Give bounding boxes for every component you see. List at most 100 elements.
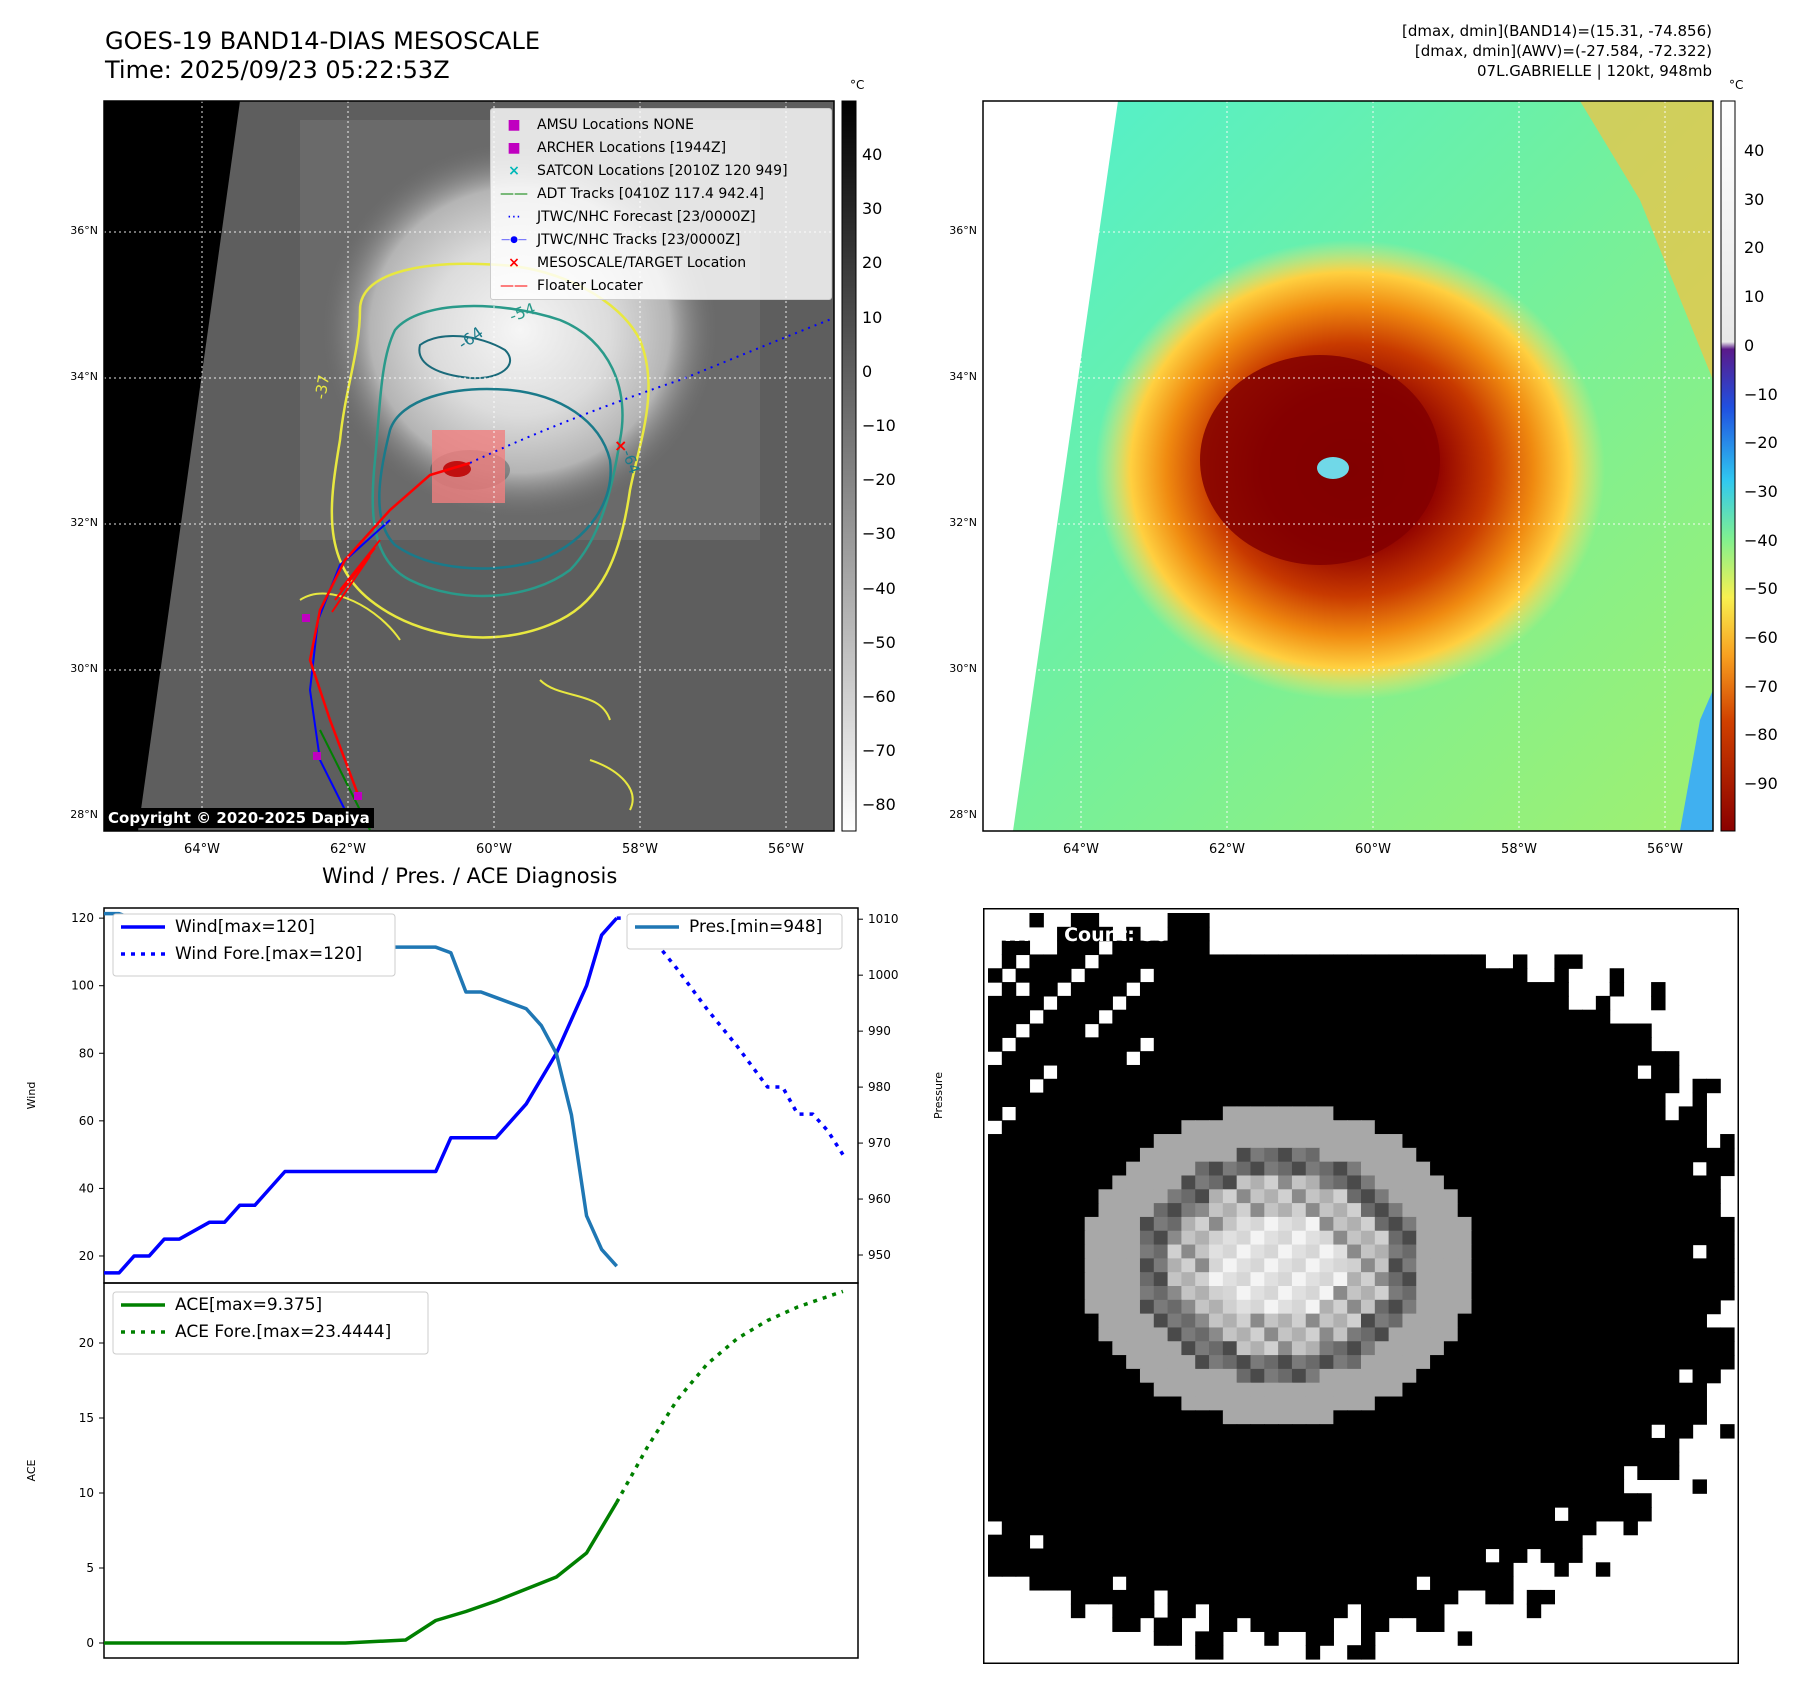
wmg-pixel	[1623, 1258, 1638, 1273]
wmg-pixel	[1015, 1451, 1031, 1467]
wmg-pixel	[1623, 1051, 1638, 1066]
ir-colorbar-tick: −30	[862, 524, 896, 544]
wmg-pixel	[1139, 1230, 1155, 1246]
wmg-pixel	[1250, 1258, 1265, 1273]
wmg-pixel	[1015, 1286, 1031, 1301]
wmg-pixel	[1291, 1244, 1307, 1259]
wmg-pixel	[1471, 1520, 1486, 1536]
wmg-pixel	[1651, 1147, 1666, 1163]
wmg-pixel	[1070, 1355, 1086, 1370]
wmg-pixel	[1139, 1064, 1155, 1080]
wmg-pixel	[1623, 1299, 1638, 1315]
ir-colorbar-tick: −40	[862, 578, 896, 598]
wmg-pixel	[1291, 1023, 1307, 1038]
awv-colorbar-tick: −90	[1744, 774, 1778, 794]
wmg-pixel	[1250, 995, 1265, 1011]
wmg-pixel	[1236, 1009, 1252, 1025]
storm-info: 07L.GABRIELLE | 120kt, 948mb	[1477, 62, 1712, 80]
wmg-pixel	[1499, 1009, 1514, 1025]
wmg-pixel	[1264, 1175, 1279, 1190]
wmg-pixel	[1582, 1134, 1597, 1149]
wmg-pixel	[1098, 1230, 1113, 1246]
wmg-pixel	[1582, 1037, 1597, 1052]
wmg-pixel	[1457, 1507, 1473, 1522]
wmg-pixel	[1195, 1355, 1210, 1370]
wmg-pixel	[1361, 1203, 1376, 1218]
wmg-pixel	[1430, 1451, 1445, 1467]
wmg-pixel	[1209, 1617, 1224, 1632]
wmg-pixel	[1098, 1203, 1113, 1218]
wmg-pixel	[1195, 940, 1210, 956]
wmg-pixel	[1278, 1161, 1293, 1177]
wmg-pixel	[1264, 1603, 1279, 1619]
wmg-pixel	[1457, 1368, 1473, 1384]
wmg-pixel	[1430, 1479, 1445, 1494]
wmg-pixel	[1402, 1244, 1417, 1259]
wmg-pixel	[1029, 1023, 1044, 1038]
wmg-pixel	[1402, 1175, 1417, 1190]
wmg-pixel	[1195, 1189, 1210, 1204]
wmg-pixel	[1706, 1189, 1721, 1204]
wmg-pixel	[1374, 1424, 1390, 1439]
wmg-pixel	[1070, 1147, 1086, 1163]
wmg-pixel	[1264, 954, 1279, 969]
wmg-pixel	[1374, 1078, 1390, 1094]
wmg-pixel	[1637, 1313, 1652, 1329]
wmg-pixel	[1582, 1382, 1597, 1398]
wmg-pixel	[988, 1064, 1003, 1080]
wmg-pixel	[1347, 1465, 1362, 1481]
wmg-pixel	[1402, 1230, 1417, 1246]
wmg-pixel	[1595, 1106, 1611, 1121]
wmg-pixel	[1706, 1230, 1721, 1246]
wmg-pixel	[1540, 1147, 1556, 1163]
y-right-tick-label: 950	[868, 1248, 891, 1262]
wmg-pixel	[1084, 1507, 1100, 1522]
wmg-pixel	[1222, 1396, 1238, 1411]
wmg-pixel	[1126, 1203, 1141, 1218]
wmg-pixel	[1416, 1244, 1431, 1259]
wmg-pixel	[1706, 1078, 1721, 1094]
wmg-pixel	[1526, 1493, 1542, 1508]
wmg-pixel	[1402, 1313, 1417, 1329]
wmg-pixel	[1651, 1258, 1666, 1273]
wmg-pixel	[1388, 995, 1404, 1011]
wmg-pixel	[1637, 1023, 1652, 1038]
ir-legend-entry: —— ADT Tracks [0410Z 117.4 942.4]	[497, 183, 764, 203]
wmg-pixel	[1167, 1258, 1183, 1273]
wmg-pixel	[1278, 1175, 1293, 1190]
wmg-pixel	[1568, 1023, 1583, 1038]
wmg-pixel	[1126, 1479, 1141, 1494]
wmg-pixel	[1070, 1051, 1086, 1066]
wmg-pixel	[1222, 1175, 1238, 1190]
wmg-pixel	[1319, 1203, 1334, 1218]
wmg-pixel	[1029, 1106, 1044, 1121]
wmg-pixel	[1457, 1465, 1473, 1481]
wmg-pixel	[1526, 1603, 1542, 1619]
wmg-pixel	[1112, 1603, 1127, 1619]
awv-range: [dmax, dmin](AWV)=(-27.584, -72.322)	[1414, 42, 1712, 60]
wmg-pixel	[1029, 1479, 1044, 1494]
wmg-pixel	[1595, 1023, 1611, 1038]
wmg-pixel	[1001, 1189, 1017, 1204]
wmg-pixel	[1333, 1493, 1348, 1508]
wmg-pixel	[1374, 1576, 1390, 1591]
wmg-pixel	[1195, 1230, 1210, 1246]
wmg-pixel	[1001, 1368, 1017, 1384]
wmg-pixel	[1305, 1451, 1321, 1467]
wmg-pixel	[1457, 1023, 1473, 1038]
wmg-pixel	[1361, 1603, 1376, 1619]
wmg-pixel	[1526, 1355, 1542, 1370]
wmg-pixel	[1057, 1368, 1072, 1384]
wmg-pixel	[1374, 1272, 1390, 1287]
wmg-pixel	[1057, 1120, 1072, 1135]
wmg-pixel	[1374, 1355, 1390, 1370]
wmg-pixel	[1029, 1437, 1044, 1453]
wmg-pixel	[1388, 1189, 1404, 1204]
wmg-pixel	[988, 1562, 1003, 1577]
wmg-pixel	[1015, 1493, 1031, 1508]
wmg-pixel	[1305, 1382, 1321, 1398]
wmg-pixel	[1029, 954, 1044, 969]
wmg-pixel	[1595, 1051, 1611, 1066]
wmg-pixel	[1430, 1009, 1445, 1025]
wmg-pixel	[1112, 1520, 1127, 1536]
